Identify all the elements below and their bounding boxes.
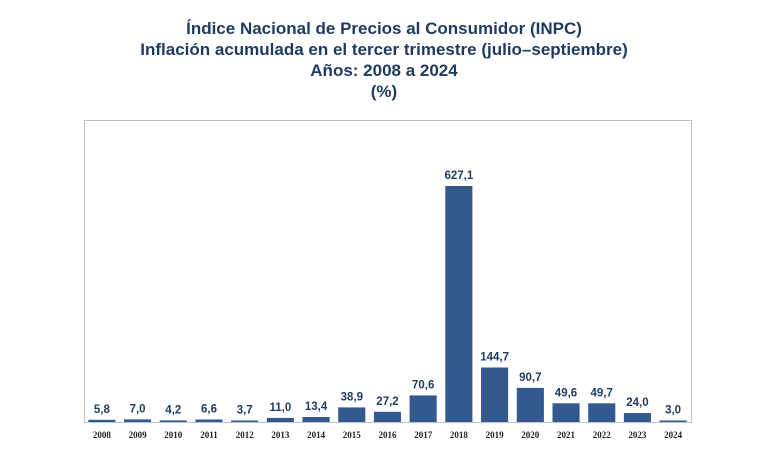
bar-2017 xyxy=(409,395,437,422)
x-tick-label-2012: 2012 xyxy=(236,430,255,440)
bar-2008 xyxy=(88,419,116,422)
value-label-2011: 6,6 xyxy=(201,404,217,416)
bar-2024 xyxy=(659,420,687,422)
bar-2010 xyxy=(159,420,187,422)
chart-years: Años: 2008 a 2024 xyxy=(310,61,458,80)
x-tick-label-2020: 2020 xyxy=(521,430,540,440)
bar-2009 xyxy=(124,419,152,422)
bar-2023 xyxy=(623,413,651,422)
x-tick-label-2021: 2021 xyxy=(557,430,576,440)
bar-2015 xyxy=(338,407,366,422)
x-tick-label-2013: 2013 xyxy=(271,430,290,440)
value-label-2018: 627,1 xyxy=(445,170,474,182)
value-label-2014: 13,4 xyxy=(305,401,328,413)
value-label-2009: 7,0 xyxy=(130,403,146,415)
bar-2019 xyxy=(481,367,509,422)
bar-2013 xyxy=(266,417,294,422)
x-tick-label-2019: 2019 xyxy=(486,430,505,440)
x-tick-label-2015: 2015 xyxy=(343,430,362,440)
chart-subtitle: Inflación acumulada en el tercer trimest… xyxy=(140,40,628,59)
bar-2018 xyxy=(445,186,473,422)
bar-2022 xyxy=(588,403,616,422)
plot-frame xyxy=(84,120,692,423)
value-label-2010: 4,2 xyxy=(165,404,181,416)
bar-2011 xyxy=(195,419,223,422)
bar-2020 xyxy=(516,387,544,422)
value-label-2012: 3,7 xyxy=(237,405,253,417)
value-label-2008: 5,8 xyxy=(94,404,111,416)
x-tick-label-2009: 2009 xyxy=(129,430,148,440)
bar-2016 xyxy=(373,411,401,422)
bar-2021 xyxy=(552,403,580,422)
x-tick-label-2014: 2014 xyxy=(307,430,326,440)
value-label-2024: 3,0 xyxy=(665,405,681,417)
value-label-2017: 70,6 xyxy=(412,379,434,391)
value-label-2023: 24,0 xyxy=(626,397,648,409)
x-tick-label-2022: 2022 xyxy=(593,430,612,440)
value-label-2016: 27,2 xyxy=(376,396,398,408)
x-tick-label-2018: 2018 xyxy=(450,430,469,440)
bar-2012 xyxy=(231,420,259,422)
value-label-2022: 49,7 xyxy=(591,387,613,399)
bar-2014 xyxy=(302,417,330,422)
chart-unit: (%) xyxy=(370,82,398,101)
value-label-2021: 49,6 xyxy=(555,387,577,399)
x-tick-label-2011: 2011 xyxy=(200,430,218,440)
value-label-2019: 144,7 xyxy=(480,352,509,364)
value-label-2020: 90,7 xyxy=(519,372,541,384)
x-tick-label-2017: 2017 xyxy=(414,430,433,440)
value-label-2015: 38,9 xyxy=(341,391,363,403)
chart-title: Índice Nacional de Precios al Consumidor… xyxy=(186,19,582,38)
x-tick-label-2024: 2024 xyxy=(664,430,683,440)
x-tick-label-2023: 2023 xyxy=(628,430,647,440)
value-label-2013: 11,0 xyxy=(270,402,292,414)
x-tick-label-2010: 2010 xyxy=(164,430,183,440)
x-tick-label-2016: 2016 xyxy=(379,430,398,440)
chart-title-block: Índice Nacional de Precios al Consumidor… xyxy=(0,18,768,102)
x-tick-label-2008: 2008 xyxy=(93,430,112,440)
